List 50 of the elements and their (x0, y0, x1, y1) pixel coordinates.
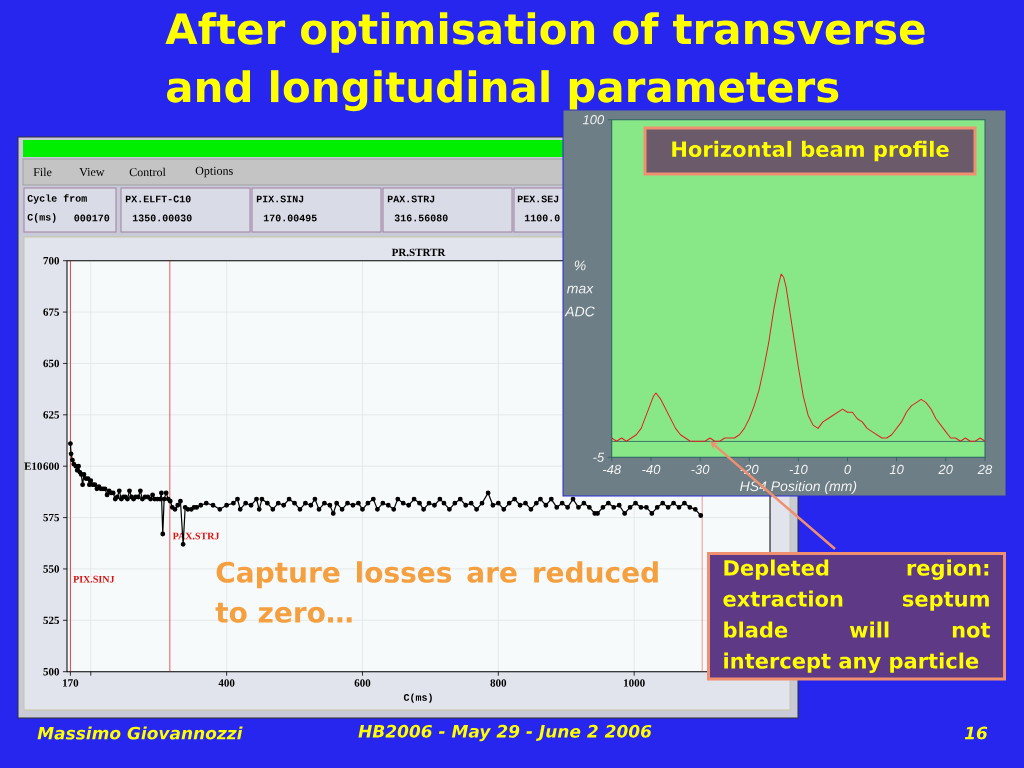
y-tick-label: 100 (582, 115, 605, 125)
y-tick-label: -5 (593, 452, 605, 462)
x-tick-label: -48 (602, 464, 622, 475)
x-tick-label: 800 (490, 679, 507, 687)
text: PAX.STRJ (387, 195, 435, 203)
text: View (79, 167, 105, 177)
y-tick-label: 675 (43, 308, 60, 316)
text: C(ms) (27, 213, 56, 223)
text: 16 (964, 726, 988, 740)
text: PX.ELFT-C10 (125, 195, 191, 203)
x-tick-label: 20 (938, 464, 953, 475)
text: 170.00495 (263, 214, 317, 222)
x-tick-label: 400 (218, 679, 235, 687)
x-tick-label: 28 (977, 464, 993, 475)
text: HB2006 - May 29 - June 2 2006 (358, 724, 652, 742)
text: 316.56080 (394, 214, 448, 222)
annotation: Capture losses are reduced to zero… (215, 561, 658, 623)
text: 1100.0 (524, 214, 560, 222)
x-tick-label: -10 (789, 464, 808, 475)
text: Control (129, 167, 166, 177)
text: Horizontal beam profile (672, 140, 949, 162)
x-tick-label: 10 (889, 464, 904, 475)
x-tick-label: -40 (642, 464, 661, 475)
y-axis-title: E10 (24, 462, 42, 470)
x-tick-label: 600 (354, 679, 371, 687)
ref-line-label: PIX.SINJ (73, 575, 115, 583)
y-tick-label: 650 (43, 359, 60, 368)
y-tick-label: 500 (43, 668, 60, 676)
y-tick-label: 525 (43, 616, 60, 625)
x-tick-label: -30 (691, 464, 710, 475)
y-tick-label: 700 (43, 256, 60, 265)
y-axis-title: % max ADC (564, 260, 595, 317)
text: 1350.00030 (132, 214, 192, 222)
text: 000170 (74, 214, 110, 222)
text: After optimisation of transverse and longitudinal parameters (165, 12, 925, 112)
x-tick-label: 1000 (624, 679, 645, 687)
text: PEX.SEJ (517, 195, 559, 203)
y-tick-label: 625 (43, 411, 60, 419)
chart-title: PR.STRTR (391, 248, 446, 257)
x-tick-label: 170 (63, 679, 79, 687)
text: Options (195, 166, 233, 178)
y-tick-label: 575 (43, 513, 60, 522)
text: Massimo Giovannozzi (37, 726, 243, 740)
text: PIX.SINJ (256, 195, 304, 203)
x-axis-title: C(ms) (403, 693, 432, 703)
x-tick-label: 0 (844, 464, 851, 475)
y-tick-label: 550 (43, 565, 60, 573)
annotation: Depleted region: extraction septum blade will not intercept any particle (723, 559, 991, 673)
text: File (33, 167, 52, 177)
text: Cycle from (27, 194, 87, 204)
